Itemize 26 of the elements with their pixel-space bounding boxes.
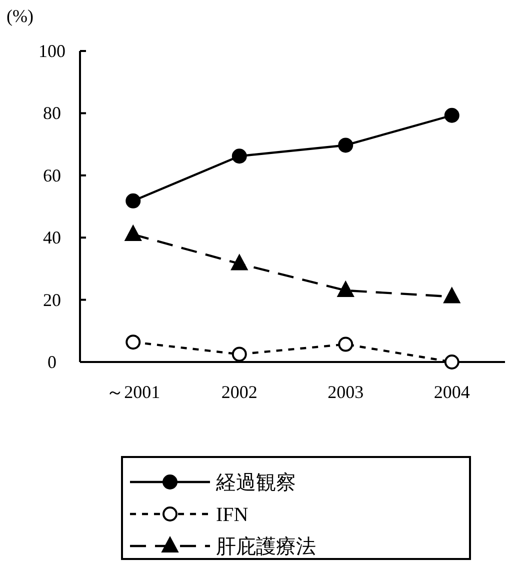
y-tick-label: 0 xyxy=(48,352,56,372)
point xyxy=(124,224,142,241)
x-tick-label: ～2001 xyxy=(106,382,160,402)
y-tick-label: 20 xyxy=(43,290,61,310)
x-tick-label: 2002 xyxy=(221,382,258,402)
y-tick-label: 60 xyxy=(43,165,61,186)
point xyxy=(337,280,354,297)
legend-label: 経過観察 xyxy=(215,472,296,494)
legend-label: IFN xyxy=(216,504,248,526)
point xyxy=(230,254,248,270)
point xyxy=(126,334,141,350)
point xyxy=(444,108,460,123)
x-tick-label: 2003 xyxy=(328,382,364,402)
point xyxy=(232,346,247,362)
point xyxy=(443,287,460,304)
y-axis-title: (%) xyxy=(6,6,34,26)
y-tick-label: 40 xyxy=(43,228,61,248)
point xyxy=(126,193,141,208)
point xyxy=(338,138,354,153)
y-tick-label: 100 xyxy=(38,41,66,61)
x-tick-label: 2004 xyxy=(434,382,470,402)
legend-label: 肝庇護療法 xyxy=(216,536,316,558)
y-tick-label: 80 xyxy=(43,103,61,124)
point xyxy=(444,354,460,370)
point xyxy=(338,336,354,352)
point xyxy=(232,148,247,164)
